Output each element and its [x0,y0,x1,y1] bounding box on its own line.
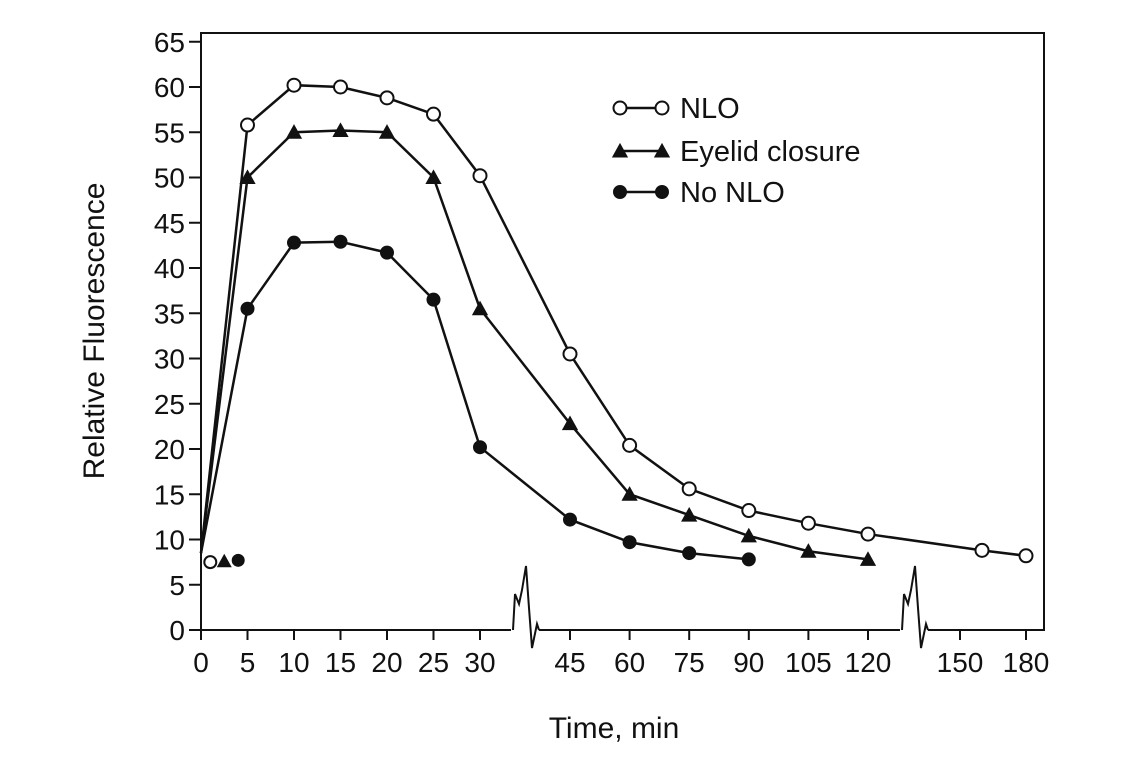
data-point [287,235,301,250]
legend-marker [653,142,671,158]
legend-marker [655,185,669,199]
data-point [682,546,697,561]
x-tick-label: 0 [193,647,209,678]
x-tick-label: 75 [674,647,705,678]
x-tick-label: 20 [371,647,402,678]
legend-item: No NLO [613,177,785,209]
x-tick-label: 150 [937,647,984,678]
series-group [199,77,1034,570]
y-tick-label: 0 [169,615,185,646]
x-tick-label: 120 [845,647,892,678]
y-tick-label: 55 [154,117,185,148]
data-point [239,169,256,184]
legend-marker [613,185,627,199]
baseline-marker [203,555,218,570]
data-point [240,117,255,133]
series-line [199,240,749,561]
legend: NLO Eyelid closure No NLO [611,93,861,209]
data-point [974,542,990,558]
data-point [1018,548,1034,564]
axis-breaks [511,560,929,652]
y-tick-label: 65 [154,27,185,58]
y-axis: 0 5 10 15 20 25 30 35 40 45 50 55 60 65 [154,27,201,646]
data-point [681,481,697,497]
legend-marker [612,100,628,116]
x-tick-label: 15 [325,647,356,678]
data-point [285,124,303,139]
x-tick-label: 45 [554,647,585,678]
data-point [622,535,637,550]
y-tick-label: 50 [154,163,185,194]
y-tick-label: 60 [154,72,185,103]
y-tick-label: 20 [154,434,185,465]
legend-label: Eyelid closure [680,136,861,168]
data-point [425,169,442,184]
y-tick-label: 10 [154,525,185,556]
y-tick-label: 5 [169,570,185,601]
x-axis: 0 5 10 15 20 25 30 45 60 75 90 105 120 150 180 [193,630,1049,678]
x-tick-label: 25 [418,647,449,678]
y-tick-label: 15 [154,479,185,510]
data-point [378,124,396,139]
x-tick-label: 180 [1003,647,1050,678]
axis-break-mark [901,565,929,649]
x-axis-title: Time, min [549,712,680,745]
data-point [562,346,578,362]
legend-label: NLO [680,93,740,125]
data-point [800,543,817,558]
data-point [860,526,876,542]
x-tick-label: 30 [464,647,495,678]
data-point [561,415,579,431]
data-point [681,506,698,522]
legend-marker [654,100,670,116]
legend-item: Eyelid closure [611,136,861,168]
legend-label: No NLO [680,177,785,209]
y-tick-label: 35 [154,298,185,329]
data-point [332,122,349,137]
x-tick-label: 105 [785,647,832,678]
data-point [800,515,816,531]
y-tick-label: 30 [154,344,185,375]
data-point [473,440,487,455]
series-no-nlo [199,234,756,567]
data-point [471,300,489,316]
legend-marker [611,142,629,158]
data-point [426,106,441,122]
data-point [741,503,757,519]
data-point [333,234,348,249]
baseline-marker [216,553,232,568]
data-point [240,301,255,316]
baseline-marker [231,553,245,567]
data-point [380,245,394,260]
data-point [859,551,877,566]
x-tick-label: 60 [614,647,645,678]
data-point [426,292,441,307]
data-point [472,168,488,184]
x-tick-label: 5 [240,647,256,678]
data-point [286,77,302,93]
plot-frame [200,32,1045,631]
data-point [740,527,757,543]
axis-break-mark [512,565,540,649]
x-tick-label: 10 [278,647,309,678]
data-point [333,79,348,95]
y-tick-label: 45 [154,208,185,239]
y-tick-label: 25 [154,389,185,420]
data-point [563,512,577,527]
data-point [621,486,638,501]
data-point [741,552,756,567]
y-tick-label: 40 [154,253,185,284]
x-tick-label: 90 [733,647,764,678]
data-point [379,90,395,106]
series-nlo [199,77,1034,564]
series-eyelid-closure [199,122,877,566]
y-axis-title: Relative Fluorescence [78,183,111,480]
legend-item: NLO [612,93,740,125]
data-point [622,437,638,453]
